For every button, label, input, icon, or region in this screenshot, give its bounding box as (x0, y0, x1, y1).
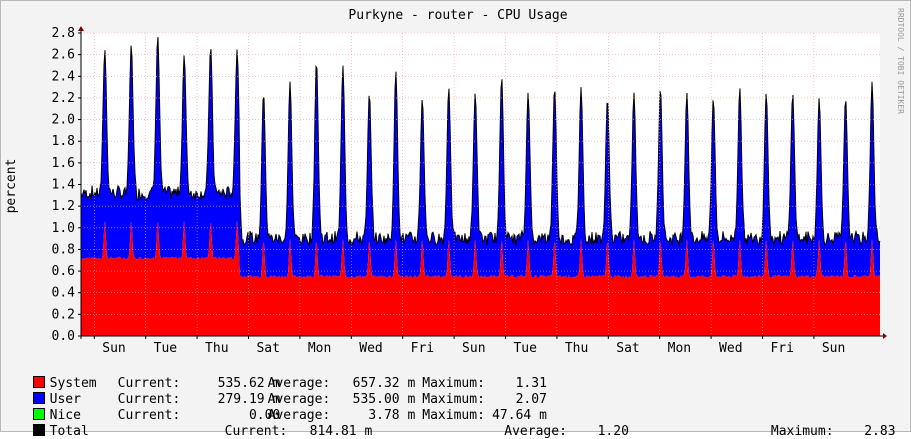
legend-system-maximum: 1.31 (515, 376, 547, 391)
y-tick-label: 1.0 (52, 221, 75, 236)
x-tick-label: Sun (822, 341, 845, 356)
y-tick-label: 2.0 (52, 113, 75, 128)
x-tick-label: Wed (359, 341, 382, 356)
x-tick-label: Fri (411, 341, 434, 356)
y-tick-label: 1.8 (52, 134, 75, 149)
legend-user-current: 279.19 m (217, 392, 281, 407)
total-swatch (32, 424, 45, 436)
legend-nice-average: 3.78 m (368, 408, 416, 423)
x-tick-label: Tue (154, 341, 178, 356)
user-area (81, 37, 880, 279)
legend-user-average-label: Average: (267, 392, 331, 407)
y-tick-label: 2.4 (52, 69, 76, 84)
y-tick-label: 0.8 (52, 242, 75, 257)
x-tick-label: Sun (462, 341, 485, 356)
legend-nice-current-label: Current: (117, 408, 181, 423)
plot-area: 0.0 0.2 0.4 0.6 0.8 1.0 1.2 1.4 1.6 1.8 2.0 2.2 2.4 2… (52, 26, 887, 356)
legend-system-average-label: Average: (267, 376, 331, 391)
y-tick-label: 2.6 (52, 48, 75, 63)
x-tick-label: Tue (513, 341, 537, 356)
y-tick-label: 0.4 (52, 286, 76, 301)
legend-system-maximum-label: Maximum: (422, 376, 485, 391)
y-tick-label: 0.2 (52, 307, 75, 322)
legend-user-maximum-label: Maximum: (422, 392, 485, 407)
x-tick-label: Thu (565, 341, 588, 356)
x-tick-label: Wed (719, 341, 742, 356)
user-swatch (32, 392, 45, 404)
nice-swatch (32, 408, 45, 420)
chart-title: Purkyne - router - CPU Usage (348, 8, 567, 23)
x-tick-label: Sat (256, 341, 279, 356)
y-axis-title: percent (4, 159, 19, 214)
legend-user-name: User (49, 392, 81, 407)
y-tick-label: 2.8 (52, 26, 75, 41)
system-area (81, 220, 880, 336)
y-axis-arrow (78, 26, 84, 31)
legend-row-total: Total Current: 814.81 m Average: 1.20 Maximum… (17, 409, 896, 439)
rrdtool-watermark: RRDTOOL / TOBI OETIKER (896, 8, 905, 114)
legend-user-maximum: 2.07 (515, 392, 547, 407)
legend-nice-name: Nice (49, 408, 81, 423)
legend-user-current-label: Current: (117, 392, 181, 407)
legend-user-average: 535.00 m (352, 392, 416, 407)
legend-row-nice: Nice Current: 0.00Average: 3.78 m Maximum: 47… (17, 393, 547, 423)
legend-system-current-label: Current: (117, 376, 181, 391)
x-axis-arrow (883, 333, 887, 339)
legend-row-user: User Current: 279.19 mAverage: 535.00 m Maxi… (17, 377, 547, 407)
y-tick-label: 1.4 (52, 178, 76, 193)
y-tick-label: 1.6 (52, 156, 75, 171)
legend-row-system: System Current: 535.62 mAverage: 657.32 m Ma… (17, 361, 547, 391)
x-tick-label: Sat (616, 341, 639, 356)
x-tick-label: Mon (668, 341, 691, 356)
x-tick-label: Sun (102, 341, 125, 356)
x-tick-label: Mon (308, 341, 331, 356)
legend-system-current: 535.62 m (217, 376, 281, 391)
y-tick-label: 0.0 (52, 329, 75, 344)
legend-nice-maximum: 47.64 m (492, 408, 547, 423)
legend-nice-maximum-label: Maximum: (422, 408, 485, 423)
total-line (80, 37, 881, 248)
y-tick-label: 0.6 (52, 264, 75, 279)
system-swatch (32, 376, 45, 388)
y-tick-label: 1.2 (52, 199, 75, 214)
legend-system-name: System (49, 376, 97, 391)
legend-nice-average-label: Average: (267, 408, 331, 423)
y-tick-label: 2.2 (52, 91, 75, 106)
x-tick-label: Fri (770, 341, 793, 356)
legend-system-average: 657.32 m (352, 376, 416, 391)
x-tick-label: Thu (205, 341, 228, 356)
legend-nice-current: 0.00 (248, 408, 281, 423)
